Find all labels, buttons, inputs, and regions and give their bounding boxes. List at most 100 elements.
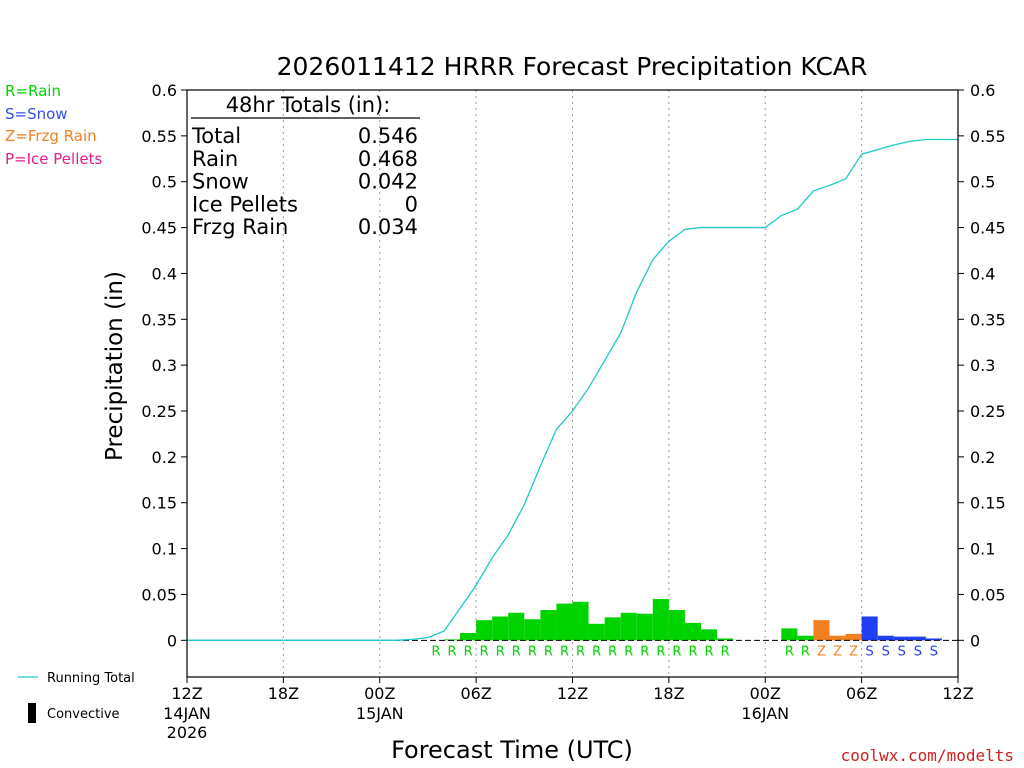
- ptype-label-22: Z: [833, 644, 842, 659]
- y-tick-label-right-3: 0.15: [970, 494, 1006, 513]
- ptype-label-16: R: [688, 644, 697, 659]
- x-tick-label-6: 00Z: [750, 684, 781, 703]
- ptype-label-11: R: [608, 644, 617, 659]
- totals-label-0: Total: [191, 124, 241, 148]
- y-tick-label-left-5: 0.25: [141, 402, 177, 421]
- y-axis-label: Precipitation (in): [102, 271, 128, 461]
- x-tick-label-4: 12Z: [557, 684, 588, 703]
- y-tick-label-right-8: 0.4: [970, 264, 995, 283]
- ptype-label-9: R: [576, 644, 585, 659]
- totals-label-4: Frzg Rain: [192, 215, 288, 239]
- ptype-label-23: Z: [849, 644, 858, 659]
- chart-title: 2026011412 HRRR Forecast Precipitation K…: [277, 52, 868, 81]
- x-tick-label-2: 00Z: [364, 684, 395, 703]
- ptype-label-0: R: [431, 644, 440, 659]
- ptype-label-28: S: [930, 644, 938, 659]
- ptype-label-18: R: [721, 644, 730, 659]
- y-tick-label-right-12: 0.6: [970, 81, 995, 100]
- running-total-line: [187, 138, 958, 641]
- y-tick-label-left-3: 0.15: [141, 494, 177, 513]
- totals-value-1: 0.468: [358, 147, 418, 171]
- precip-bar-1: [460, 632, 477, 641]
- precip-bar-8: [572, 601, 589, 641]
- ptype-label-2: R: [464, 644, 473, 659]
- totals-value-3: 0: [405, 192, 418, 216]
- convective-legend-label: Convective: [47, 707, 120, 722]
- y-tick-label-left-8: 0.4: [152, 264, 177, 283]
- x-axis-label: Forecast Time (UTC): [391, 736, 633, 764]
- precip-bar-3: [492, 616, 509, 641]
- precip-bar-7: [556, 603, 573, 641]
- x-tick-date-2: 15JAN: [356, 704, 404, 723]
- totals-value-0: 0.546: [358, 124, 418, 148]
- ptype-label-5: R: [512, 644, 521, 659]
- y-tick-label-left-11: 0.55: [141, 127, 177, 146]
- ptype-label-21: Z: [817, 644, 826, 659]
- y-tick-label-right-9: 0.45: [970, 219, 1006, 238]
- totals-title: 48hr Totals (in):: [226, 93, 391, 117]
- y-tick-label-right-10: 0.5: [970, 173, 995, 192]
- precip-bar-23: [861, 616, 878, 641]
- series-legend: Running Total Convective: [18, 671, 135, 723]
- precip-bar-5: [524, 619, 541, 641]
- precip-bar-13: [652, 599, 669, 641]
- y-tick-label-left-4: 0.2: [152, 448, 177, 467]
- y-tick-label-left-7: 0.35: [141, 310, 177, 329]
- y-tick-label-right-5: 0.25: [970, 402, 1006, 421]
- y-tick-label-left-10: 0.5: [152, 173, 177, 192]
- x-tick-label-8: 12Z: [942, 684, 973, 703]
- precip-bar-17: [717, 638, 734, 641]
- credit-text: coolwx.com/modelts: [841, 746, 1014, 765]
- ptype-label-25: S: [882, 644, 890, 659]
- y-tick-label-right-6: 0.3: [970, 356, 995, 375]
- ptype-label-13: R: [640, 644, 649, 659]
- precip-bar-24: [877, 635, 894, 641]
- precip-bar-22: [845, 633, 862, 641]
- precip-bar-26: [909, 636, 926, 641]
- ptype-label-7: R: [544, 644, 553, 659]
- x-tick-label-0: 12Z: [171, 684, 202, 703]
- precip-bar-14: [668, 610, 685, 641]
- y-tick-label-right-0: 0: [970, 631, 980, 650]
- legend-frzg-rain: Z=Frzg Rain: [5, 127, 97, 145]
- ptype-label-27: S: [914, 644, 922, 659]
- totals-label-3: Ice Pellets: [192, 192, 298, 216]
- x-tick-label-3: 06Z: [460, 684, 491, 703]
- y-tick-label-left-2: 0.1: [152, 540, 177, 559]
- precip-bar-25: [893, 636, 910, 641]
- precip-bar-12: [636, 613, 653, 641]
- ptype-label-17: R: [705, 644, 714, 659]
- precip-bar-2: [476, 620, 493, 641]
- ptype-label-12: R: [624, 644, 633, 659]
- ptype-label-1: R: [448, 644, 457, 659]
- y-tick-label-left-1: 0.05: [141, 585, 177, 604]
- y-tick-label-left-6: 0.3: [152, 356, 177, 375]
- precip-bar-15: [684, 622, 701, 641]
- y-tick-label-right-2: 0.1: [970, 540, 995, 559]
- x-tick-label-1: 18Z: [268, 684, 299, 703]
- ptype-label-15: R: [672, 644, 681, 659]
- legend-snow: S=Snow: [5, 105, 68, 123]
- totals-label-1: Rain: [192, 147, 238, 171]
- y-tick-label-left-0: 0: [167, 631, 177, 650]
- legend-ice-pellets: P=Ice Pellets: [5, 150, 102, 168]
- y-tick-label-right-1: 0.05: [970, 585, 1006, 604]
- ptype-label-19: R: [785, 644, 794, 659]
- legend-rain: R=Rain: [5, 82, 61, 100]
- x-tick-date-0: 14JAN: [163, 704, 211, 723]
- precip-bar-11: [620, 612, 637, 641]
- ptype-label-3: R: [480, 644, 489, 659]
- ptype-label-8: R: [560, 644, 569, 659]
- precip-bar-18: [781, 628, 798, 641]
- y-tick-label-right-11: 0.55: [970, 127, 1006, 146]
- precip-bar-4: [508, 612, 525, 641]
- ptype-label-6: R: [528, 644, 537, 659]
- ptype-label-10: R: [592, 644, 601, 659]
- totals-value-4: 0.034: [358, 215, 418, 239]
- x-tick-year-0: 2026: [167, 723, 208, 742]
- convective-legend-swatch: [28, 703, 36, 723]
- x-tick-date-6: 16JAN: [741, 704, 789, 723]
- y-tick-label-left-9: 0.45: [141, 219, 177, 238]
- ptype-label-14: R: [656, 644, 665, 659]
- running-total-legend-label: Running Total: [47, 671, 135, 686]
